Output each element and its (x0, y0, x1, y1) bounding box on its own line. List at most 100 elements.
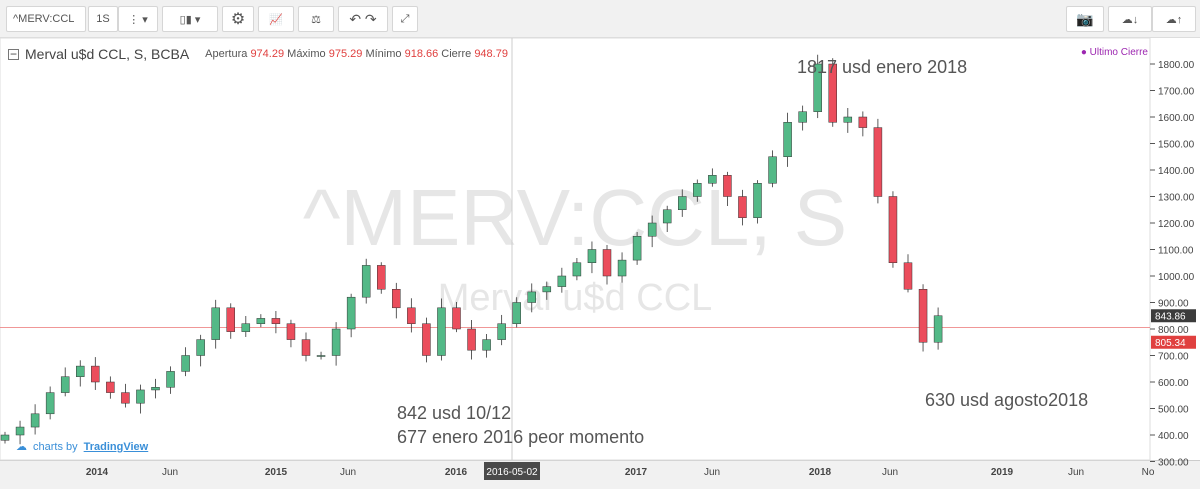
candle (91, 357, 100, 390)
candle (301, 332, 311, 362)
candle (226, 303, 235, 339)
candle-body (151, 387, 160, 391)
candle-body (181, 355, 190, 372)
y-tick-label: 300.00 (1158, 458, 1189, 469)
candle-body (361, 265, 371, 298)
x-tick-label: Jun (1068, 467, 1084, 478)
interval-button[interactable]: 1S (88, 6, 118, 32)
candle-body (557, 275, 567, 287)
candle-body (678, 196, 687, 210)
undo-redo-icons[interactable]: ↶ ↷ (338, 6, 388, 32)
cloud-upload-icon[interactable]: ☁↑ (1152, 6, 1196, 32)
candle-body (918, 289, 928, 343)
candle (331, 322, 341, 366)
candle-body (768, 156, 777, 184)
candle (361, 258, 371, 304)
candle (136, 384, 145, 414)
candles-icon[interactable]: ▯▮ ▾ (162, 6, 218, 32)
y-tick-label: 1800.00 (1158, 60, 1195, 71)
cloud-download-icon[interactable]: ☁↓ (1108, 6, 1152, 32)
candle-body (76, 365, 85, 377)
more-icon[interactable]: ⋮ ▾ (118, 6, 158, 32)
candle (753, 180, 762, 224)
y-tick-label: 800.00 (1158, 325, 1189, 336)
candle-body (527, 291, 536, 303)
x-tick-label: 2015 (265, 467, 288, 478)
candle (678, 189, 687, 217)
candle-body (738, 196, 747, 218)
candle (121, 383, 130, 408)
x-tick-label: Jun (882, 467, 898, 478)
candle-body (933, 315, 943, 343)
y-tick-label: 1500.00 (1158, 140, 1195, 151)
candle-body (452, 307, 461, 330)
candle-body (346, 296, 356, 330)
y-tick-label: 900.00 (1158, 299, 1189, 310)
candle-body (256, 318, 266, 324)
price-chart[interactable]: ^MERV:CCL, S Merval u$d CCL 300.00 400.00 50… (0, 38, 1200, 489)
candle (437, 298, 446, 361)
y-tick-label: 1400.00 (1158, 166, 1195, 177)
candle (346, 293, 356, 338)
y-tick-label: 1600.00 (1158, 113, 1195, 124)
candle-body (753, 183, 762, 218)
collapse-icon[interactable]: − (8, 46, 19, 61)
candle (181, 347, 190, 377)
indicators-icon[interactable]: 📈 (258, 6, 294, 32)
candle (452, 301, 461, 333)
candle-body (723, 175, 732, 197)
x-tick-label: Jun (704, 467, 720, 478)
candle-body (843, 116, 853, 123)
camera-icon[interactable]: 📷 (1066, 6, 1104, 32)
candle (723, 171, 732, 207)
candle (798, 105, 807, 131)
candle-body (241, 323, 251, 332)
candle-body (407, 307, 416, 324)
candle-body (106, 381, 115, 393)
candle (497, 314, 506, 346)
x-tick-label: 2016-05-02 (486, 467, 538, 478)
candle-body (60, 376, 70, 393)
toolbar: ^MERV:CCL 1S ⋮ ▾ ▯▮ ▾ ⚙ 📈 ⚖ ↶ ↷ ⤢ 📷 ☁↓ ☁… (0, 0, 1200, 38)
candle (316, 351, 326, 360)
candle-body (316, 355, 326, 357)
last-close-legend: ● Ultimo Cierre (1080, 47, 1148, 58)
candle-body (0, 434, 10, 441)
candle-body (858, 116, 868, 128)
candle (286, 319, 296, 348)
candle-body (482, 339, 491, 351)
symbol-input[interactable]: ^MERV:CCL (6, 6, 86, 32)
candle (903, 254, 913, 293)
compare-icon[interactable]: ⚖ (298, 6, 334, 32)
candle (617, 252, 627, 283)
candle (512, 297, 521, 328)
candle-body (542, 286, 552, 293)
candle (0, 431, 10, 444)
candle-body (30, 413, 40, 428)
ohlc-values: Apertura 974.29 Máximo 975.29 Mínimo 918… (205, 48, 508, 60)
candle (557, 267, 567, 293)
tradingview-brand[interactable]: ☁ charts by TradingView (16, 440, 149, 454)
candle (693, 179, 702, 202)
gear-icon[interactable]: ⚙ (222, 6, 254, 32)
candle (30, 404, 40, 435)
y-tick-label: 1000.00 (1158, 272, 1195, 283)
candle-body (647, 222, 657, 237)
x-tick-label: Jun (340, 467, 356, 478)
y-tick-label: 500.00 (1158, 405, 1189, 416)
candle-body (708, 175, 717, 184)
candle (587, 241, 597, 274)
candle-body (903, 262, 913, 290)
candle-body (512, 302, 521, 324)
candle (45, 386, 55, 420)
candle (888, 191, 898, 268)
candle (422, 317, 431, 363)
candle-body (196, 339, 205, 356)
candle-body (873, 127, 883, 197)
candle (813, 54, 822, 119)
fullscreen-icon[interactable]: ⤢ (392, 6, 418, 32)
candle (572, 257, 582, 281)
candle (542, 281, 552, 300)
candle-body (813, 63, 822, 112)
y-tick-label: 1300.00 (1158, 193, 1195, 204)
